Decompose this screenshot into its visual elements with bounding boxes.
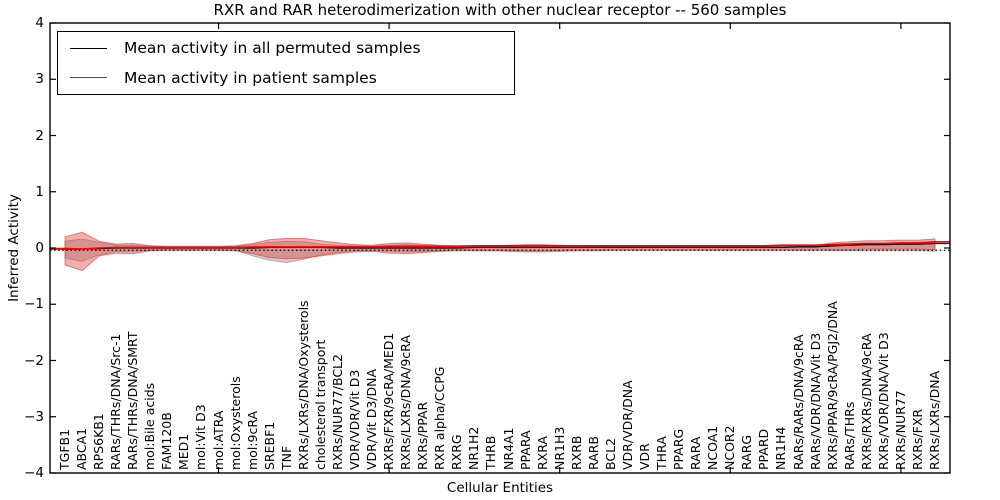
x-tick-label: RXRs/RXRs/DNA/9cRA [858,333,874,470]
x-tick-label: VDR/VDR/DNA [619,380,635,470]
y-tick-label: 2 [35,127,44,144]
x-tick-label: TGFB1 [57,428,72,470]
y-tick-label: 1 [35,183,44,200]
x-tick-label: mol:Vit D3 [193,404,209,470]
legend-label-patient: Mean activity in patient samples [124,68,377,87]
x-tick-label: cholesterol transport [312,339,328,470]
x-tick-label: RXRs/FXR [909,408,925,470]
x-tick-label: PPARD [756,428,772,470]
x-tick-label: RXRs/LXRs/DNA/9cRA [398,335,414,470]
x-tick-label: NR1H3 [551,426,567,470]
x-tick-label: RARs/VDR/DNA/Vit D3 [807,332,823,470]
x-tick-label: FAM120B [159,412,175,470]
x-tick-label: VDR [637,443,652,470]
x-tick-label: NCOA1 [705,425,721,470]
x-tick-label: NR1H4 [773,426,789,470]
x-tick-label: RARG [739,434,755,470]
x-tick-label: RXRB [568,435,584,470]
x-tick-label: mol:ATRA [210,410,226,470]
x-tick-label: PPARG [671,428,687,470]
x-tick-label: mol:9cRA [244,410,260,470]
x-axis-label: Cellular Entities [446,480,554,496]
x-tick-label: RARs/THRs/DNA/Src-1 [108,333,124,470]
permuted-std-band [64,238,936,264]
chart-title: RXR and RAR heterodimerization with othe… [213,1,787,19]
x-tick-label: RXRG [449,434,465,470]
legend-row-permuted: Mean activity in all permuted samples [58,35,514,61]
x-tick-label: NR4A1 [500,427,516,471]
x-tick-label: RXRs/PPAR [415,401,431,470]
x-tick-label: RARs/RARs/DNA/9cRA [790,334,806,470]
x-tick-label: RXR alpha/CCPG [432,366,448,470]
x-tick-label: RXRs/PPAR/9cRA/PGJ2/DNA [824,301,840,470]
x-tick-label: NR1H2 [466,426,482,470]
y-tick-label: −2 [24,352,44,369]
x-tick-label: RXRs/LXRs/DNA [927,370,942,470]
x-tick-label: SREBF1 [261,421,277,470]
x-tick-label: PPARA [517,430,533,470]
x-tick-label: RXRs/LXRs/DNA/Oxysterols [295,300,311,470]
y-tick-label: 3 [35,71,44,88]
x-tick-label: RPS6KB1 [91,413,107,470]
x-tick-label: mol:Bile acids [142,382,158,470]
x-tick-label: RARs/THRs/DNA/SMRT [125,331,141,470]
y-tick-label: −4 [24,465,44,481]
x-tick-label: RXRs/NUR77/BCL2 [329,354,345,470]
patient-line-sample [70,77,107,79]
x-tick-label: TNF [278,445,294,470]
patient-std-band [64,231,936,272]
permuted-line-sample [70,47,107,49]
x-tick-label: RXRs/VDR/DNA/Vit D3 [875,332,891,470]
legend-row-patient: Mean activity in patient samples [58,65,514,91]
legend-label-permuted: Mean activity in all permuted samples [124,39,421,58]
x-tick-label: mol:Oxysterols [227,376,243,470]
x-tick-label: RARA [688,436,704,470]
x-tick-label: THRA [654,436,670,470]
x-tick-label: RXRs/NUR77 [892,390,908,470]
y-tick-label: 0 [35,240,44,256]
x-tick-label: VDR/Vit D3/DNA [364,368,380,470]
x-tick-label: THRB [483,435,499,470]
x-tick-label: RXRs/FXR/9cRA/MED1 [381,332,397,470]
x-tick-label: RXRA [534,436,550,470]
y-tick-label: −3 [24,408,44,425]
y-tick-label: −1 [24,296,44,313]
x-tick-label: MED1 [176,433,192,470]
y-tick-label: 4 [35,15,44,31]
x-tick-label: BCL2 [602,437,618,470]
legend-box: Mean activity in all permuted samples Me… [57,31,515,95]
x-tick-label: ABCA1 [74,427,90,470]
patient-mean-line [50,241,950,250]
x-tick-label: NCOR2 [722,425,738,470]
x-tick-label: VDR/VDR/Vit D3 [347,369,362,470]
x-tick-label: RARB [585,436,601,470]
x-tick-label: RARs/THRs [841,401,857,470]
